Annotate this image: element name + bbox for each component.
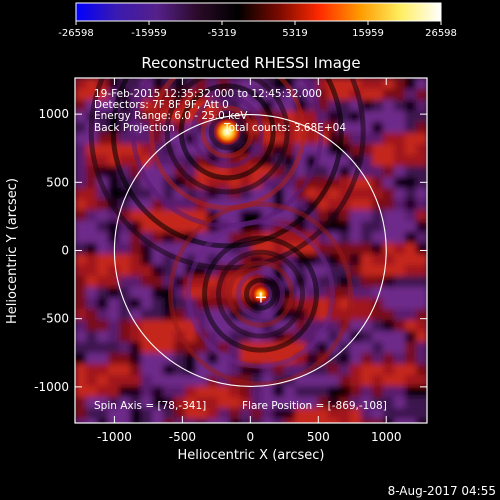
colorbar-tick-label: 5319 [282, 28, 307, 39]
y-tick-label: 500 [46, 175, 69, 189]
colorbar-ticks: -26598 -15959 -5319 5319 15959 26598 [58, 21, 457, 39]
y-tick-label: -1000 [34, 380, 69, 394]
axis-ticks: -1000 -500 0 500 1000 -1000 -500 0 500 1000 [34, 78, 427, 444]
colorbar: -26598 -15959 -5319 5319 15959 26598 [58, 2, 457, 39]
solar-limb-circle [113, 114, 387, 387]
method-label: Back Projection [94, 122, 175, 134]
colorbar-tick-label: 15959 [352, 28, 384, 39]
plot-title: Reconstructed RHESSI Image [141, 54, 360, 72]
y-axis-label: Heliocentric Y (arcsec) [5, 178, 20, 324]
detectors-label: Detectors: 7F 8F 9F, Att 0 [94, 99, 229, 111]
colorbar-gradient [75, 2, 442, 22]
flare-position-label: Flare Position = [-869,-108] [242, 400, 387, 412]
y-tick-label: -500 [42, 312, 69, 326]
x-axis-label: Heliocentric X (arcsec) [178, 448, 325, 463]
x-tick-label: -500 [169, 430, 196, 444]
y-tick-label: 1000 [38, 107, 69, 121]
colorbar-tick-label: -15959 [131, 28, 166, 39]
x-tick-label: 500 [307, 430, 330, 444]
spin-axis-label: Spin Axis = [78,-341] [94, 400, 206, 412]
x-tick-label: 1000 [371, 430, 402, 444]
timestamp: 8-Aug-2017 04:55 [388, 484, 496, 498]
total-counts-label: Total counts: 3.68E+04 [223, 122, 346, 134]
colorbar-tick-label: 26598 [425, 28, 457, 39]
colorbar-tick-label: -26598 [58, 28, 93, 39]
x-tick-label: -1000 [97, 430, 132, 444]
north-flare-source [213, 117, 242, 146]
y-tick-label: 0 [61, 244, 69, 258]
time-range-label: 19-Feb-2015 12:35:32.000 to 12:45:32.000 [94, 88, 322, 100]
energy-range-label: Energy Range: 6.0 - 25.0 keV [94, 110, 248, 122]
x-tick-label: 0 [247, 430, 255, 444]
central-flare-source [250, 284, 271, 305]
spin-axis-marker: + [254, 288, 267, 307]
ringing-artifacts [88, 78, 366, 387]
colorbar-tick-label: -5319 [207, 28, 236, 39]
image-area: + [75, 78, 427, 423]
annotations: 19-Feb-2015 12:35:32.000 to 12:45:32.000… [94, 88, 387, 412]
